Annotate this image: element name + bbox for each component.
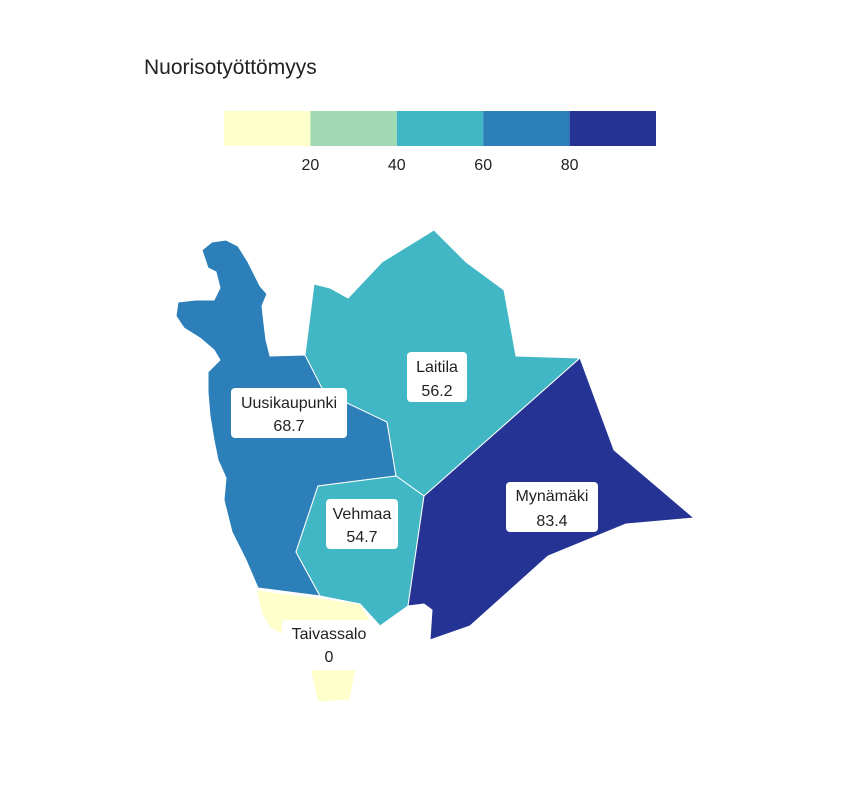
region-value: 56.2 bbox=[421, 383, 452, 400]
color-legend: 20 40 60 80 bbox=[224, 111, 656, 174]
legend-ticks: 20 40 60 80 bbox=[302, 157, 579, 174]
region-value: 54.7 bbox=[346, 529, 377, 546]
legend-swatch-0 bbox=[224, 111, 311, 146]
map-title: Nuorisotyöttömyys bbox=[144, 56, 317, 79]
legend-swatch-1 bbox=[310, 111, 397, 146]
region-name: Uusikaupunki bbox=[241, 395, 337, 412]
label-uusikaupunki: Uusikaupunki 68.7 bbox=[231, 388, 347, 438]
legend-tick-label: 60 bbox=[474, 157, 492, 174]
region-name: Vehmaa bbox=[333, 506, 392, 523]
region-name: Laitila bbox=[416, 359, 458, 376]
label-laitila: Laitila 56.2 bbox=[407, 352, 467, 402]
region-name: Taivassalo bbox=[292, 626, 367, 643]
label-taivassalo: Taivassalo 0 bbox=[282, 620, 376, 670]
legend-tick-label: 40 bbox=[388, 157, 406, 174]
legend-swatch-3 bbox=[483, 111, 570, 146]
region-value: 68.7 bbox=[273, 418, 304, 435]
legend-swatches bbox=[224, 111, 656, 146]
region-name: Mynämäki bbox=[516, 488, 589, 505]
legend-tick-label: 80 bbox=[561, 157, 579, 174]
label-mynamaki: Mynämäki 83.4 bbox=[506, 482, 598, 532]
legend-swatch-4 bbox=[569, 111, 656, 146]
legend-swatch-2 bbox=[396, 111, 484, 146]
legend-tick-label: 20 bbox=[302, 157, 320, 174]
label-vehmaa: Vehmaa 54.7 bbox=[326, 499, 398, 549]
region-value: 0 bbox=[325, 649, 334, 666]
region-value: 83.4 bbox=[536, 513, 567, 530]
